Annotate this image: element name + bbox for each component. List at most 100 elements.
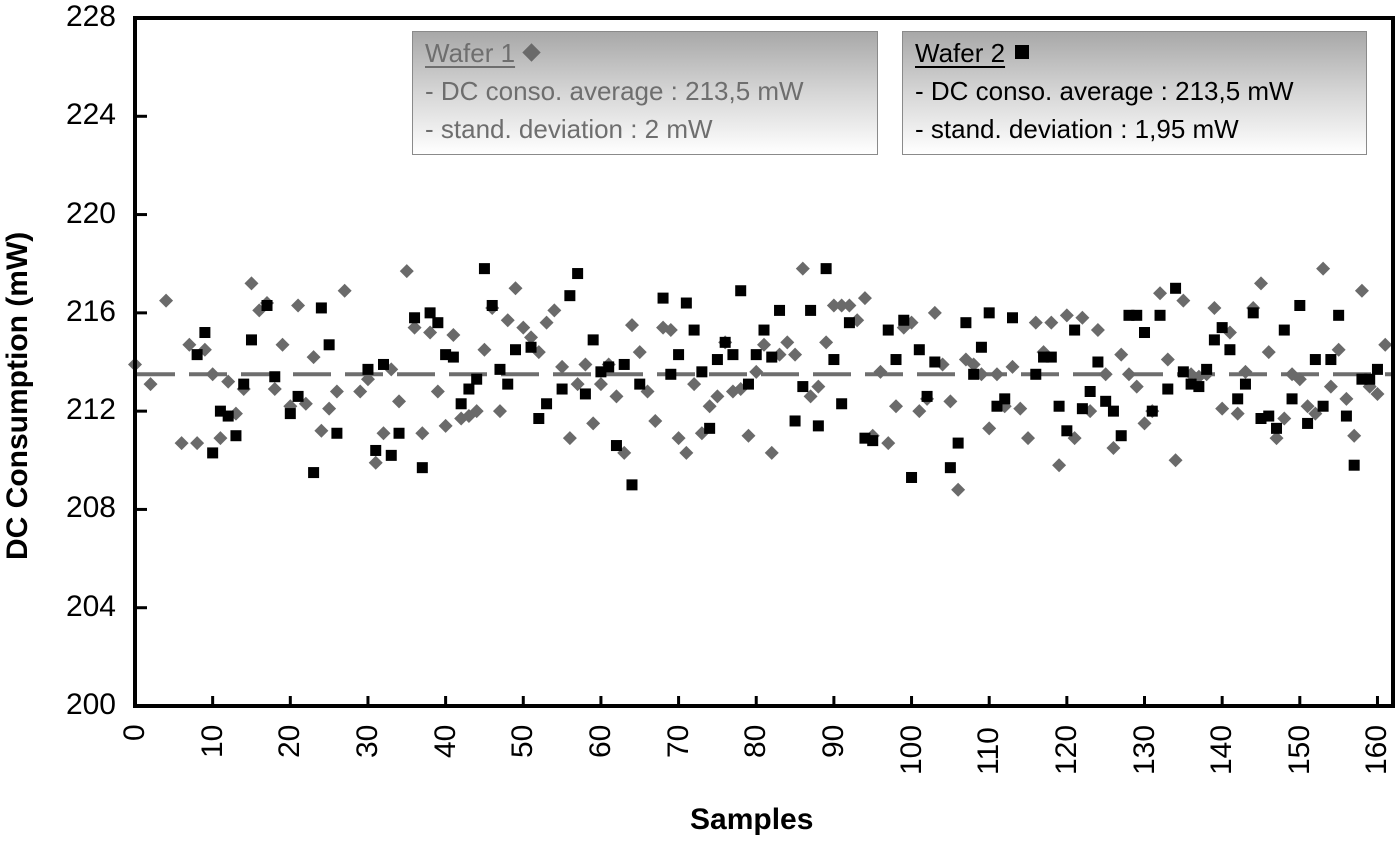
x-tick-label: 20 bbox=[273, 724, 307, 758]
data-point bbox=[1339, 391, 1354, 406]
data-point bbox=[975, 341, 987, 353]
data-point bbox=[1028, 315, 1043, 330]
data-point bbox=[1348, 459, 1360, 471]
data-point bbox=[269, 371, 281, 383]
data-point bbox=[1107, 405, 1119, 417]
data-point bbox=[424, 307, 436, 319]
data-point bbox=[533, 413, 545, 425]
data-point bbox=[626, 479, 638, 491]
data-point bbox=[593, 377, 608, 392]
wafer-1-points bbox=[128, 261, 1393, 497]
data-point bbox=[671, 431, 686, 446]
data-point bbox=[416, 462, 428, 474]
data-point bbox=[423, 325, 438, 340]
data-point bbox=[1052, 458, 1067, 473]
data-point bbox=[1131, 309, 1143, 321]
data-point bbox=[191, 349, 203, 361]
data-point bbox=[1005, 359, 1020, 374]
data-point bbox=[322, 401, 337, 416]
data-point bbox=[1309, 354, 1321, 366]
data-point bbox=[842, 298, 857, 313]
data-point bbox=[539, 315, 554, 330]
x-tick-label: 80 bbox=[739, 724, 773, 758]
data-point bbox=[859, 432, 871, 444]
data-point bbox=[306, 350, 321, 365]
data-point bbox=[314, 423, 329, 438]
x-tick-label: 100 bbox=[894, 724, 928, 775]
x-tick-label: 150 bbox=[1282, 724, 1316, 775]
data-point bbox=[673, 349, 685, 361]
data-point bbox=[1154, 309, 1166, 321]
data-point bbox=[943, 394, 958, 409]
data-point bbox=[826, 298, 841, 313]
data-point bbox=[632, 345, 647, 360]
x-tick-label: 60 bbox=[583, 724, 617, 758]
data-point bbox=[385, 449, 397, 461]
y-tick-label: 216 bbox=[65, 294, 116, 328]
data-point bbox=[742, 378, 754, 390]
data-point bbox=[1069, 324, 1081, 336]
data-point bbox=[803, 389, 818, 404]
data-point bbox=[991, 400, 1003, 412]
data-point bbox=[867, 435, 879, 447]
data-point bbox=[562, 431, 577, 446]
data-point bbox=[1370, 386, 1385, 401]
data-point bbox=[1076, 403, 1088, 415]
data-point bbox=[478, 263, 490, 275]
data-point bbox=[982, 421, 997, 436]
data-point bbox=[1364, 373, 1376, 385]
data-point bbox=[898, 314, 910, 326]
data-point bbox=[906, 471, 918, 483]
data-point bbox=[376, 426, 391, 441]
data-point bbox=[1325, 354, 1337, 366]
data-point bbox=[547, 303, 562, 318]
data-point bbox=[564, 290, 576, 302]
data-point bbox=[882, 324, 894, 336]
data-point bbox=[207, 447, 219, 459]
data-point bbox=[1100, 395, 1112, 407]
data-point bbox=[1160, 352, 1175, 367]
data-point bbox=[463, 383, 475, 395]
data-point bbox=[572, 268, 584, 280]
data-point bbox=[261, 299, 273, 311]
data-point bbox=[889, 399, 904, 414]
data-point bbox=[1146, 405, 1158, 417]
data-point bbox=[238, 378, 250, 390]
x-tick-label: 30 bbox=[350, 724, 384, 758]
data-point bbox=[1208, 334, 1220, 346]
data-point bbox=[1045, 351, 1057, 363]
data-point bbox=[393, 427, 405, 439]
data-point bbox=[579, 388, 591, 400]
data-point bbox=[1098, 367, 1113, 382]
x-axis-title: Samples bbox=[690, 803, 814, 836]
data-point bbox=[657, 292, 669, 304]
data-point bbox=[1286, 393, 1298, 405]
data-point bbox=[221, 374, 236, 389]
data-point bbox=[665, 368, 677, 380]
data-point bbox=[944, 462, 956, 474]
data-point bbox=[199, 327, 211, 339]
data-point bbox=[1215, 401, 1230, 416]
data-point bbox=[315, 302, 327, 314]
data-point bbox=[1317, 400, 1329, 412]
data-point bbox=[1356, 373, 1368, 385]
data-point bbox=[492, 404, 507, 419]
data-point bbox=[881, 436, 896, 451]
data-point bbox=[1123, 309, 1135, 321]
y-tick-label: 220 bbox=[65, 196, 116, 230]
data-point bbox=[555, 359, 570, 374]
data-point bbox=[989, 367, 1004, 382]
data-point bbox=[1061, 425, 1073, 437]
data-point bbox=[811, 379, 826, 394]
data-point bbox=[1216, 322, 1228, 334]
data-point bbox=[618, 358, 630, 370]
data-point bbox=[587, 334, 599, 346]
data-point bbox=[1114, 347, 1129, 362]
data-point bbox=[578, 357, 593, 372]
data-point bbox=[486, 299, 498, 311]
data-point bbox=[1137, 416, 1152, 431]
data-point bbox=[764, 445, 779, 460]
data-point bbox=[1193, 381, 1205, 393]
data-point bbox=[292, 390, 304, 402]
data-point bbox=[951, 482, 966, 497]
